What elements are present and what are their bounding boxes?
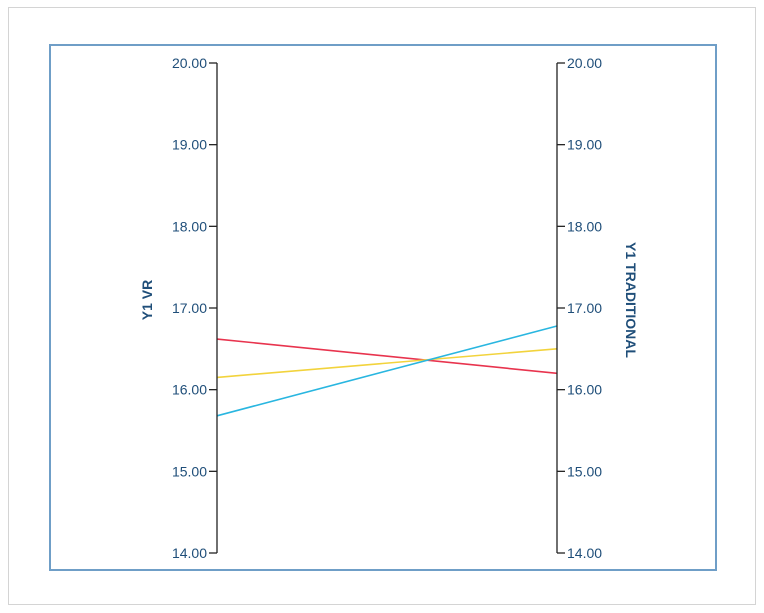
right-axis-title: Y1 TRADITIONAL <box>623 242 639 358</box>
plot-frame <box>49 44 717 571</box>
left-axis-tick-label: 17.00 <box>172 300 207 316</box>
series-line-1 <box>216 338 558 375</box>
series-line-2 <box>216 348 558 379</box>
axes-layer: 20.00 19.00 18.00 17.00 16.00 15.00 14.00 Y1 VR… <box>139 55 639 561</box>
series-line-3 <box>216 325 558 417</box>
right-axis-tick-label: 16.00 <box>567 382 602 398</box>
left-axis-tick-label: 20.00 <box>172 55 207 71</box>
right-axis-tick-label: 14.00 <box>567 545 602 561</box>
right-axis-tick-label: 15.00 <box>567 463 602 479</box>
outer-frame <box>8 7 756 605</box>
left-axis-tick-label: 16.00 <box>172 382 207 398</box>
left-axis-tick-label: 15.00 <box>172 463 207 479</box>
right-axis-tick-label: 20.00 <box>567 55 602 71</box>
right-axis-tick-label: 19.00 <box>567 137 602 153</box>
left-axis-title: Y1 VR <box>139 280 155 320</box>
series-layer <box>216 325 558 417</box>
right-axis-tick-label: 18.00 <box>567 218 602 234</box>
left-axis-tick-label: 14.00 <box>172 545 207 561</box>
left-axis-tick-label: 19.00 <box>172 137 207 153</box>
right-axis-tick-label: 17.00 <box>567 300 602 316</box>
left-axis-tick-label: 18.00 <box>172 218 207 234</box>
